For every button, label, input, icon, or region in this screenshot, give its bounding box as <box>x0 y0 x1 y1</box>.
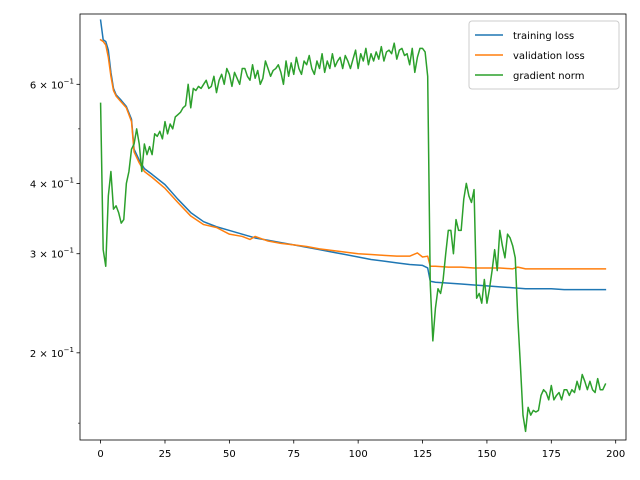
legend-label: gradient norm <box>513 71 584 82</box>
legend-label: validation loss <box>513 51 585 62</box>
legend-label: training loss <box>513 31 574 42</box>
x-tick-label: 50 <box>223 449 236 460</box>
legend: training loss validation loss gradient nor… <box>468 20 620 90</box>
legend-box <box>468 20 620 90</box>
x-tick-label: 25 <box>159 449 172 460</box>
x-tick-label: 125 <box>413 449 432 460</box>
series-layer <box>99 19 607 433</box>
x-tick-label: 100 <box>349 449 368 460</box>
series-line-gradient-norm <box>99 42 607 433</box>
x-tick-label: 75 <box>287 449 300 460</box>
y-tick-label: 4 × 10−1 <box>30 176 74 190</box>
x-tick-label: 150 <box>477 449 496 460</box>
x-tick-label: 0 <box>97 449 103 460</box>
y-tick-label: 3 × 10−1 <box>30 247 74 261</box>
plot-frame <box>79 13 627 441</box>
y-tick-label: 2 × 10−1 <box>30 346 74 360</box>
series-line-validation-loss <box>99 38 607 270</box>
x-tick-label: 175 <box>542 449 561 460</box>
axes-layer: 0 25 50 75 100 125 150 175 200 2 × 10−1 3 × 10−1 4 … <box>30 77 625 460</box>
y-tick-label: 6 × 10−1 <box>30 77 74 91</box>
x-tick-label: 200 <box>606 449 625 460</box>
